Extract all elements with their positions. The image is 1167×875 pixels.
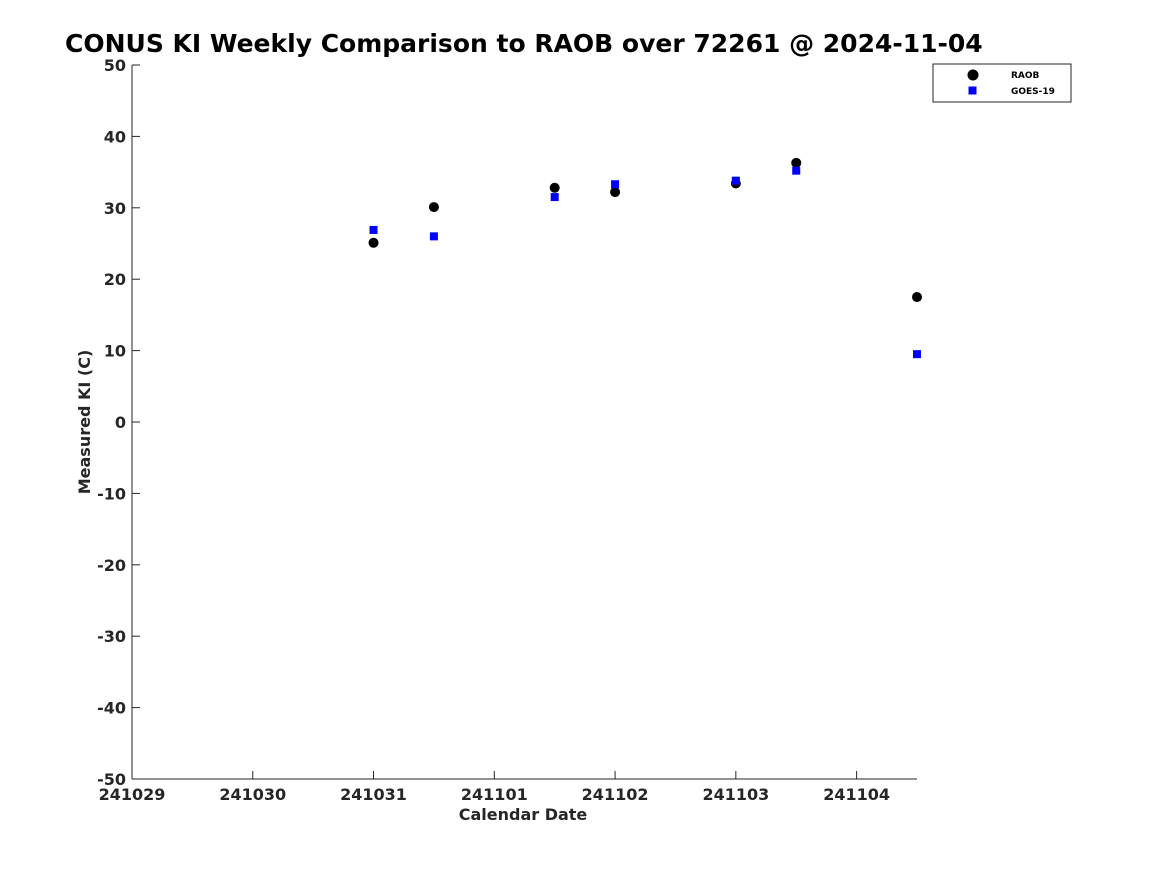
goes-19-point (550, 193, 559, 202)
y-tick-label: -40 (97, 699, 126, 718)
y-tick-label: 0 (115, 413, 126, 432)
y-tick-label: 10 (104, 342, 126, 361)
x-tick-label: 241030 (219, 785, 286, 804)
raob-point (791, 157, 802, 168)
chart-title: CONUS KI Weekly Comparison to RAOB over … (65, 29, 983, 58)
y-axis-label: Measured KI (C) (75, 350, 94, 495)
y-tick-label: -10 (97, 484, 126, 503)
raob-point (428, 202, 439, 213)
legend-box (932, 63, 1072, 103)
raob-point (912, 292, 922, 303)
legend-raob-label: RAOB (1011, 71, 1040, 81)
x-tick-label: 241029 (99, 785, 166, 804)
legend-goes-label: GOES-19 (1011, 87, 1055, 97)
y-tick-label: 50 (104, 56, 126, 75)
x-tick-label: 241103 (702, 785, 769, 804)
goes-19-point (792, 166, 801, 175)
goes-19-point (369, 225, 378, 234)
raob-point (549, 182, 560, 193)
goes-19-point (731, 176, 740, 185)
raob-point (610, 187, 621, 198)
legend-raob-marker (967, 69, 979, 81)
goes-19-point (611, 180, 620, 189)
legend: RAOB GOES-19 (932, 63, 1072, 103)
x-tick-label: 241031 (340, 785, 407, 804)
x-tick-label: 241104 (823, 785, 890, 804)
y-tick-label: 20 (104, 270, 126, 289)
data-marks (368, 157, 922, 359)
x-axis-ticks: 241029 241030 241031 241101 241102 241103 2411… (99, 771, 890, 804)
legend-goes-marker (968, 86, 977, 95)
y-tick-label: 40 (104, 127, 126, 146)
y-tick-label: -20 (97, 556, 126, 575)
goes-19-point (913, 350, 921, 359)
x-tick-label: 241102 (582, 785, 649, 804)
y-tick-label: 30 (104, 199, 126, 218)
y-tick-label: -30 (97, 627, 126, 646)
x-axis-label: Calendar Date (459, 805, 588, 824)
raob-point (368, 237, 379, 248)
goes-19-point (429, 232, 438, 241)
y-tick-label: -50 (97, 770, 126, 789)
y-axis-ticks: -50 -40 -30 -20 -10 0 10 20 30 40 50 (97, 56, 140, 789)
x-tick-label: 241101 (461, 785, 528, 804)
